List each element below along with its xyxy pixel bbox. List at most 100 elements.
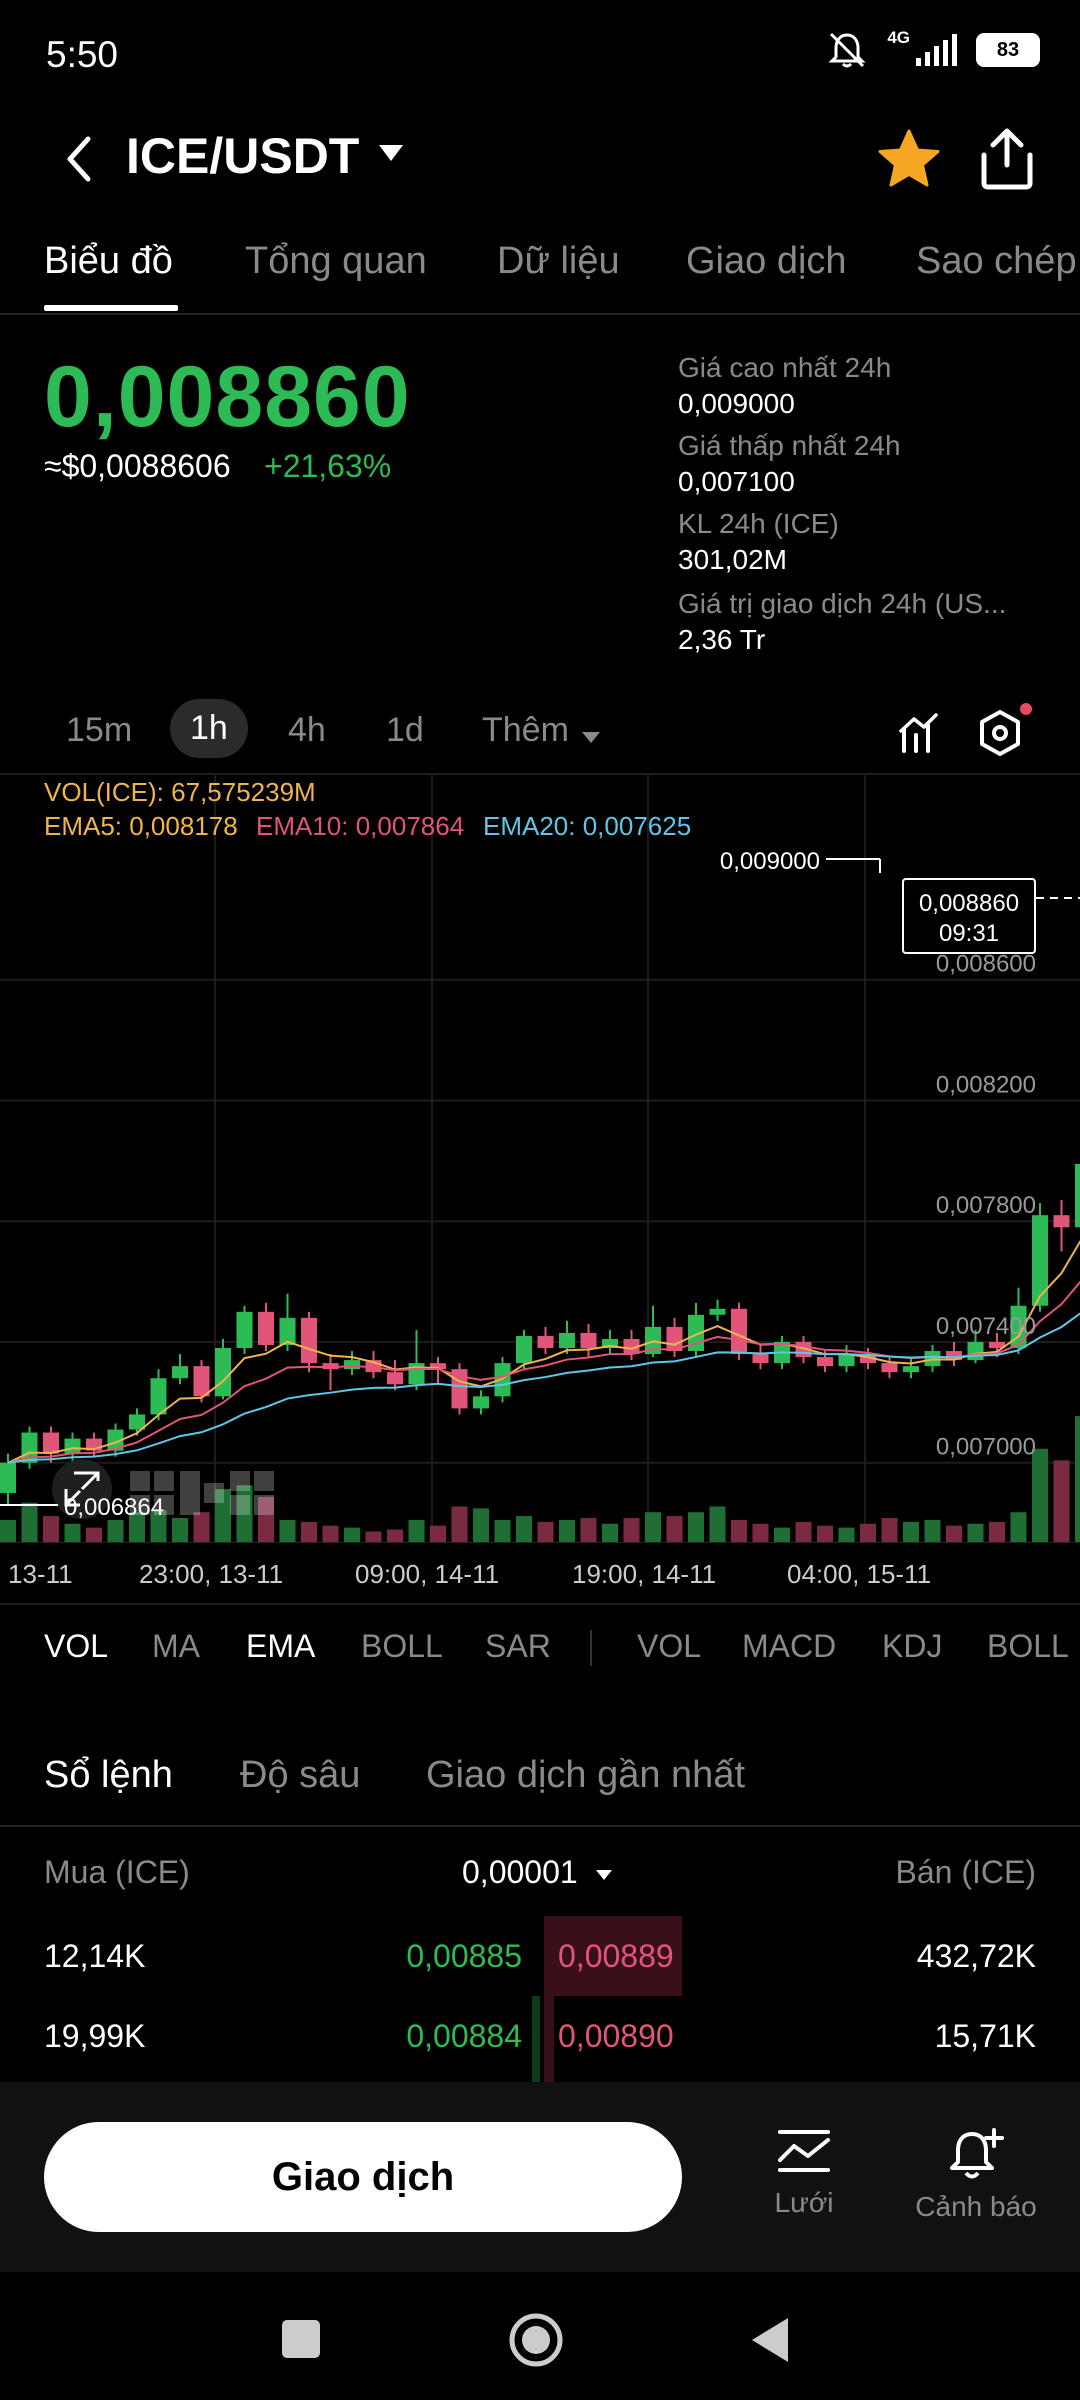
orderbook-row[interactable]: 19,99K 0,00884 0,00890 15,71K [0,1996,1080,2082]
home-icon[interactable] [508,2312,564,2368]
volume-bar [924,1519,941,1543]
indicator-divider [590,1630,592,1666]
share-icon[interactable] [976,123,1038,193]
indicator-ma[interactable]: MA [152,1628,200,1664]
sub-indicator-kdj[interactable]: KDJ [882,1628,943,1664]
bid-depth-bar [532,1996,540,2082]
volume-bar [258,1496,274,1543]
sub-indicator-vol[interactable]: VOL [637,1628,702,1664]
recent-apps-icon[interactable] [282,2320,320,2358]
network-type: 4G [887,28,910,47]
pair-dropdown-icon[interactable] [376,141,406,165]
candle-body [172,1366,188,1379]
more-caret-icon[interactable] [580,729,602,745]
tab-orderbook[interactable]: Sổ lệnh [44,1754,173,1796]
timeframe-4h[interactable]: 4h [288,711,326,749]
volume-bar [129,1512,145,1543]
timeframe-more[interactable]: Thêm [482,711,569,749]
volume-bar [236,1485,253,1543]
indicator-sar[interactable]: SAR [485,1628,551,1664]
candle-body [709,1308,726,1315]
low-marker-label: 0,006864 [64,1494,164,1521]
main-tabs: Biểu đồ Tổng quan Dữ liệu Giao dịch Sao … [0,228,1080,315]
candle-body [344,1360,360,1370]
volume-bar [516,1516,532,1543]
sell-qty: 15,71K [934,2018,1036,2054]
candle-body [387,1372,403,1385]
candle-body [946,1351,962,1361]
candle-body [580,1332,597,1349]
volume-bar [795,1521,812,1543]
sub-indicator-macd[interactable]: MACD [742,1628,837,1664]
current-price-label: 0,008860 [919,890,1019,917]
y-tick-label: 0,007400 [936,1313,1036,1340]
volume-bar [817,1525,833,1543]
volume-bar [64,1523,81,1543]
favorite-star-icon[interactable] [874,125,944,195]
candle-body [602,1338,618,1349]
chart-svg[interactable]: 0,008600 0,008200 0,007800 0,007400 0,007000… [0,773,1080,1544]
ask-price: 0,00890 [558,2018,674,2054]
timeframe-1d[interactable]: 1d [386,711,424,749]
indicator-boll[interactable]: BOLL [361,1628,443,1664]
indicator-icon[interactable] [898,711,938,755]
volume-bar [430,1525,446,1543]
expand-chart-icon[interactable] [52,1459,112,1519]
volume-bar [150,1510,167,1543]
candle-body [279,1317,296,1346]
orderbook-row[interactable]: 12,14K 0,00885 0,00889 432,72K [0,1916,1080,1996]
precision-caret-icon[interactable] [594,1868,614,1882]
volume-bar [774,1527,790,1543]
volume-bar [473,1508,489,1543]
status-bar: 5:50 4G 83 [0,0,1080,115]
tab-recent-trades[interactable]: Giao dịch gần nhất [426,1754,746,1796]
candle-body [1032,1215,1048,1306]
volume-bar [21,1502,38,1543]
candle-body [43,1432,59,1454]
ema5-line [7,1239,1080,1464]
y-tick-label: 0,007000 [936,1434,1036,1461]
orderbook-tabs: Sổ lệnh Độ sâu Giao dịch gần nhất [0,1740,1080,1827]
volume-bar [301,1521,317,1543]
back-nav-icon[interactable] [748,2314,792,2366]
timeframe-15m[interactable]: 15m [66,711,133,749]
candlestick-chart[interactable]: 0,008600 0,008200 0,007800 0,007400 0,007000… [0,773,1080,1544]
bid-price: 0,00884 [406,2018,522,2054]
indicator-vol[interactable]: VOL [44,1628,109,1664]
candle-body [322,1363,339,1370]
ask-depth-bar [544,1916,682,1996]
volume-bar [860,1523,876,1543]
candle-body [559,1332,575,1349]
grid-bot-button[interactable]: Lưới [764,2126,844,2219]
alert-button[interactable]: Cảnh báo [914,2126,1038,2223]
trade-button[interactable]: Giao dịch [44,2122,682,2232]
pair-title[interactable]: ICE/USDT [126,128,360,184]
tab-overview[interactable]: Tổng quan [245,240,427,282]
volume-bar [645,1512,661,1543]
orderbook-header: Mua (ICE) 0,00001 Bán (ICE) [0,1850,1080,1910]
candle-countdown: 09:31 [939,920,999,947]
tab-data[interactable]: Dữ liệu [497,240,620,282]
tab-chart[interactable]: Biểu đồ [44,240,173,282]
back-icon[interactable] [54,129,104,189]
system-nav-bar [0,2272,1080,2400]
precision-selector[interactable]: 0,00001 [462,1854,578,1890]
volume-bar [559,1519,575,1543]
y-tick-label: 0,008600 [936,951,1036,978]
volume-bar [365,1531,382,1543]
signal-icon [916,34,957,66]
volume-24h-label: KL 24h (ICE) [678,508,839,539]
candle-body [193,1366,210,1397]
ask-depth-bar [544,1996,554,2082]
sub-indicator-boll[interactable]: BOLL [987,1628,1069,1664]
indicator-ema[interactable]: EMA [246,1628,316,1664]
volume-bar [322,1525,339,1543]
active-tab-indicator [44,305,178,311]
timeframe-1h[interactable]: 1h [170,699,248,758]
volume-bar [623,1518,640,1543]
settings-icon[interactable] [978,709,1022,757]
tab-trades[interactable]: Giao dịch [686,240,847,282]
candle-body [752,1354,769,1364]
tab-depth[interactable]: Độ sâu [240,1754,361,1796]
tab-copy[interactable]: Sao chép [916,240,1077,282]
